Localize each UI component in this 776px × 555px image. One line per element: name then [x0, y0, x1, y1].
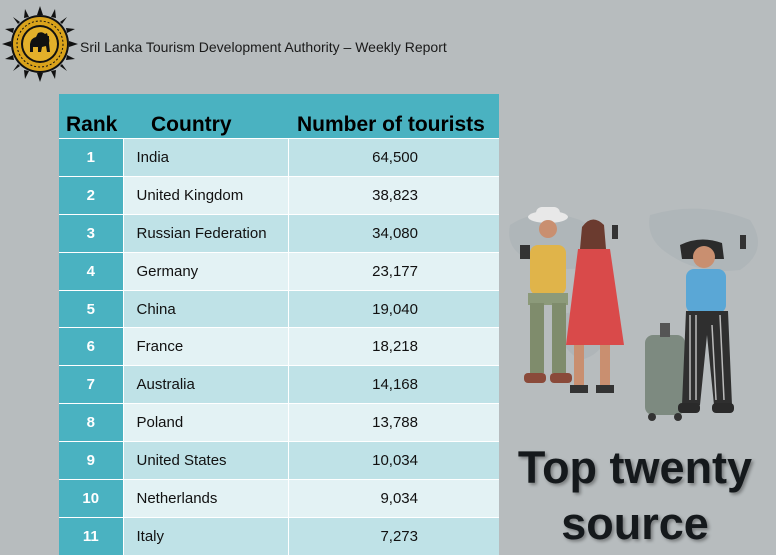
country-cell: France — [123, 327, 289, 366]
table-row: 10 Netherlands 9,034 — [59, 479, 499, 518]
tourists-cell: 13,788 — [288, 403, 499, 442]
country-cell: United Kingdom — [123, 175, 289, 215]
rank-cell: 2 — [59, 175, 124, 215]
table-row: 9 United States 10,034 — [59, 441, 499, 480]
country-cell: Italy — [123, 516, 289, 555]
tourists-cell: 38,823 — [288, 175, 499, 215]
rank-cell: 1 — [59, 138, 124, 177]
rank-cell: 4 — [59, 251, 124, 291]
tourists-cell: 14,168 — [288, 365, 499, 404]
tourists-cell: 23,177 — [288, 251, 499, 291]
rank-cell: 11 — [59, 516, 124, 555]
country-cell: Poland — [123, 403, 289, 442]
rank-cell: 8 — [59, 403, 124, 442]
tourists-cell: 18,218 — [288, 327, 499, 366]
column-header-country: Country — [123, 94, 288, 139]
side-panel-title: Top twenty source — [490, 440, 776, 552]
tourists-cell: 19,040 — [288, 289, 499, 328]
table-row: 3 Russian Federation 34,080 — [59, 213, 499, 253]
table-row: 8 Poland 13,788 — [59, 403, 499, 442]
tourists-cell: 10,034 — [288, 441, 499, 480]
lion-seal-icon — [2, 6, 78, 82]
table-row: 6 France 18,218 — [59, 327, 499, 366]
table-row: 2 United Kingdom 38,823 — [59, 175, 499, 215]
country-cell: Russian Federation — [123, 213, 289, 253]
tourist-arrivals-table: Rank Country Number of tourists 1 India … — [59, 94, 499, 555]
table-row: 1 India 64,500 — [59, 138, 499, 177]
table-row: 5 China 19,040 — [59, 289, 499, 328]
tourists-illustration-icon — [509, 207, 758, 421]
rank-cell: 3 — [59, 213, 124, 253]
column-header-rank: Rank — [59, 94, 123, 139]
table-row: 4 Germany 23,177 — [59, 251, 499, 291]
country-cell: United States — [123, 441, 289, 480]
country-cell: Germany — [123, 251, 289, 291]
tourism-authority-logo — [2, 6, 78, 82]
tourists-cell: 9,034 — [288, 479, 499, 518]
rank-cell: 5 — [59, 289, 124, 328]
rank-cell: 9 — [59, 441, 124, 480]
tourists-cell: 7,273 — [288, 516, 499, 555]
rank-cell: 7 — [59, 365, 124, 404]
table-row: 11 Italy 7,273 — [59, 516, 499, 555]
country-cell: India — [123, 138, 289, 177]
rank-cell: 10 — [59, 479, 124, 518]
tourists-illustration — [500, 195, 776, 425]
side-panel-title-line-2: source — [561, 498, 709, 549]
table-header-row: Rank Country Number of tourists — [59, 94, 499, 139]
tourists-cell: 34,080 — [288, 213, 499, 253]
report-title: Sril Lanka Tourism Development Authority… — [80, 39, 447, 55]
country-cell: Netherlands — [123, 479, 289, 518]
country-cell: Australia — [123, 365, 289, 404]
country-cell: China — [123, 289, 289, 328]
table-row: 7 Australia 14,168 — [59, 365, 499, 404]
column-header-tourists: Number of tourists — [288, 94, 499, 139]
tourists-cell: 64,500 — [288, 138, 499, 177]
rank-cell: 6 — [59, 327, 124, 366]
side-panel-title-line-1: Top twenty — [517, 442, 753, 493]
